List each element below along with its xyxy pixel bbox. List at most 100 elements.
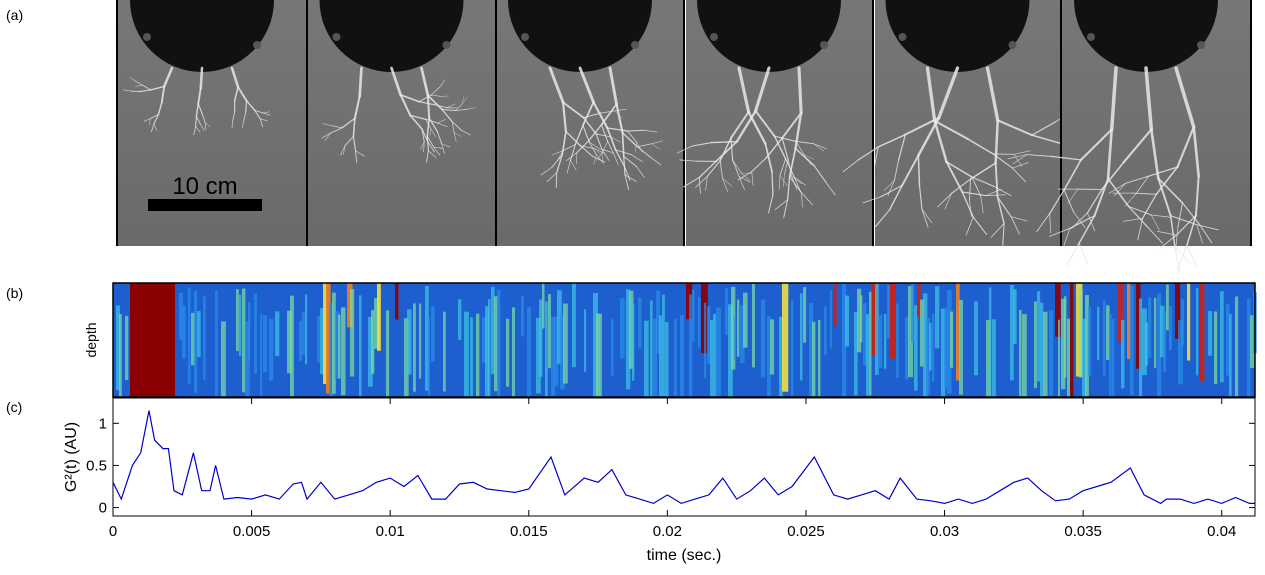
electrode-dot bbox=[899, 33, 907, 41]
heatmap-stripe bbox=[548, 294, 551, 368]
electrode-dot bbox=[333, 33, 341, 41]
streamer bbox=[246, 101, 247, 112]
heatmap-stripe bbox=[1097, 307, 1099, 360]
heatmap-stripe bbox=[338, 315, 341, 378]
heatmap-stripe bbox=[725, 288, 728, 334]
heatmap-stripe bbox=[254, 294, 257, 375]
streamer bbox=[628, 130, 644, 131]
heatmap-stripe bbox=[890, 283, 896, 359]
x-tick-label: 0.015 bbox=[510, 523, 548, 540]
heatmap-stripe bbox=[1064, 296, 1066, 377]
heatmap-stripe bbox=[539, 300, 542, 377]
heatmap-stripe bbox=[1208, 311, 1212, 356]
heatmap-stripe bbox=[512, 307, 515, 409]
heatmap-stripe bbox=[845, 296, 849, 347]
heatmap-stripe bbox=[1043, 312, 1048, 396]
heatmap-stripe bbox=[914, 305, 918, 390]
heatmap-stripe bbox=[584, 309, 586, 372]
heatmap-stripe bbox=[1214, 312, 1217, 385]
streamer bbox=[360, 68, 362, 96]
heatmap-stripe bbox=[1199, 283, 1204, 381]
heatmap-stripe bbox=[710, 320, 713, 406]
heatmap-stripe bbox=[341, 307, 346, 395]
heatmap-stripe bbox=[1220, 291, 1224, 382]
heatmap-stripe bbox=[824, 306, 827, 355]
heatmap-stripe bbox=[887, 285, 890, 339]
heatmap-stripe bbox=[1154, 298, 1156, 368]
heatmap-stripe bbox=[197, 311, 201, 357]
streamer bbox=[1187, 246, 1197, 266]
heatmap-stripe bbox=[248, 302, 250, 361]
heatmap-stripe bbox=[1130, 285, 1134, 395]
heatmap-stripe bbox=[1226, 304, 1229, 376]
heatmap-stripe bbox=[350, 289, 354, 376]
streamer bbox=[428, 96, 429, 119]
heatmap-stripe bbox=[869, 292, 871, 396]
heatmap-stripe bbox=[1127, 283, 1130, 359]
heatmap-stripe bbox=[428, 318, 430, 398]
heatmap-stripe bbox=[698, 297, 700, 348]
heatmap-stripe bbox=[563, 304, 568, 384]
panel-label: (c) bbox=[6, 399, 22, 415]
heatmap-stripe bbox=[305, 294, 307, 364]
electrode-dot bbox=[143, 33, 151, 41]
heatmap-stripe bbox=[833, 283, 837, 326]
heatmap-stripe bbox=[1163, 312, 1166, 372]
heatmap-stripe bbox=[1169, 306, 1172, 350]
streamer bbox=[201, 68, 202, 88]
y-axis-label: G²(t) (AU) bbox=[63, 422, 80, 492]
heatmap-stripe bbox=[188, 288, 190, 385]
heatmap-stripe bbox=[182, 306, 186, 359]
electrode-dot bbox=[443, 41, 451, 49]
heatmap-stripe bbox=[1187, 283, 1190, 361]
heatmap-stripe bbox=[782, 283, 788, 392]
heatmap-stripe bbox=[1049, 310, 1053, 396]
heatmap-stripe bbox=[395, 283, 399, 320]
heatmap-stripe bbox=[932, 314, 934, 381]
heatmap-stripe bbox=[386, 310, 389, 405]
heatmap-stripe bbox=[884, 314, 886, 369]
heatmap-stripe bbox=[458, 299, 461, 340]
heatmap-stripe bbox=[743, 293, 748, 348]
heatmap-stripe bbox=[761, 300, 765, 378]
plot-area bbox=[113, 398, 1255, 516]
heatmap-stripe bbox=[260, 314, 262, 399]
depth-label: depth bbox=[83, 322, 99, 357]
heatmap-stripe bbox=[1235, 297, 1238, 407]
heatmap-stripe bbox=[989, 288, 991, 400]
heatmap-stripe bbox=[506, 319, 509, 387]
heatmap-stripe bbox=[878, 315, 882, 368]
electrode-dot bbox=[1087, 33, 1095, 41]
electrode-dot bbox=[521, 33, 529, 41]
heatmap-stripe bbox=[803, 287, 806, 343]
streamer bbox=[1177, 246, 1186, 269]
heatmap-stripe bbox=[950, 311, 953, 367]
heatmap-stripe bbox=[638, 298, 642, 349]
streamer bbox=[799, 68, 801, 113]
heatmap-stripe bbox=[317, 316, 320, 363]
electrode-dot bbox=[253, 41, 261, 49]
heatmap-stripe bbox=[545, 301, 548, 397]
x-tick-label: 0.025 bbox=[787, 523, 825, 540]
streamer bbox=[1079, 243, 1087, 263]
heatmap-stripe bbox=[707, 306, 710, 364]
heatmap-stripe bbox=[239, 295, 241, 356]
heatmap-stripe bbox=[1121, 320, 1124, 389]
heatmap-stripe bbox=[692, 289, 694, 342]
heatmap-stripe bbox=[1034, 302, 1037, 389]
electrode-dot bbox=[820, 41, 828, 49]
heatmap-stripe bbox=[866, 314, 869, 395]
heatmap-stripe bbox=[488, 299, 490, 410]
heatmap-stripe bbox=[1148, 297, 1151, 358]
scale-bar bbox=[148, 199, 262, 211]
heatmap-stripe bbox=[302, 312, 305, 355]
heatmap-stripe bbox=[1040, 303, 1043, 409]
heatmap-stripe bbox=[752, 284, 755, 368]
streamer bbox=[131, 91, 140, 92]
heatmap-stripe bbox=[830, 290, 832, 348]
heatmap-stripe bbox=[959, 300, 963, 395]
heatmap-stripe bbox=[1229, 314, 1232, 406]
heatmap-stripe bbox=[371, 310, 374, 373]
heatmap-stripe bbox=[929, 323, 932, 371]
streamer bbox=[712, 142, 737, 143]
